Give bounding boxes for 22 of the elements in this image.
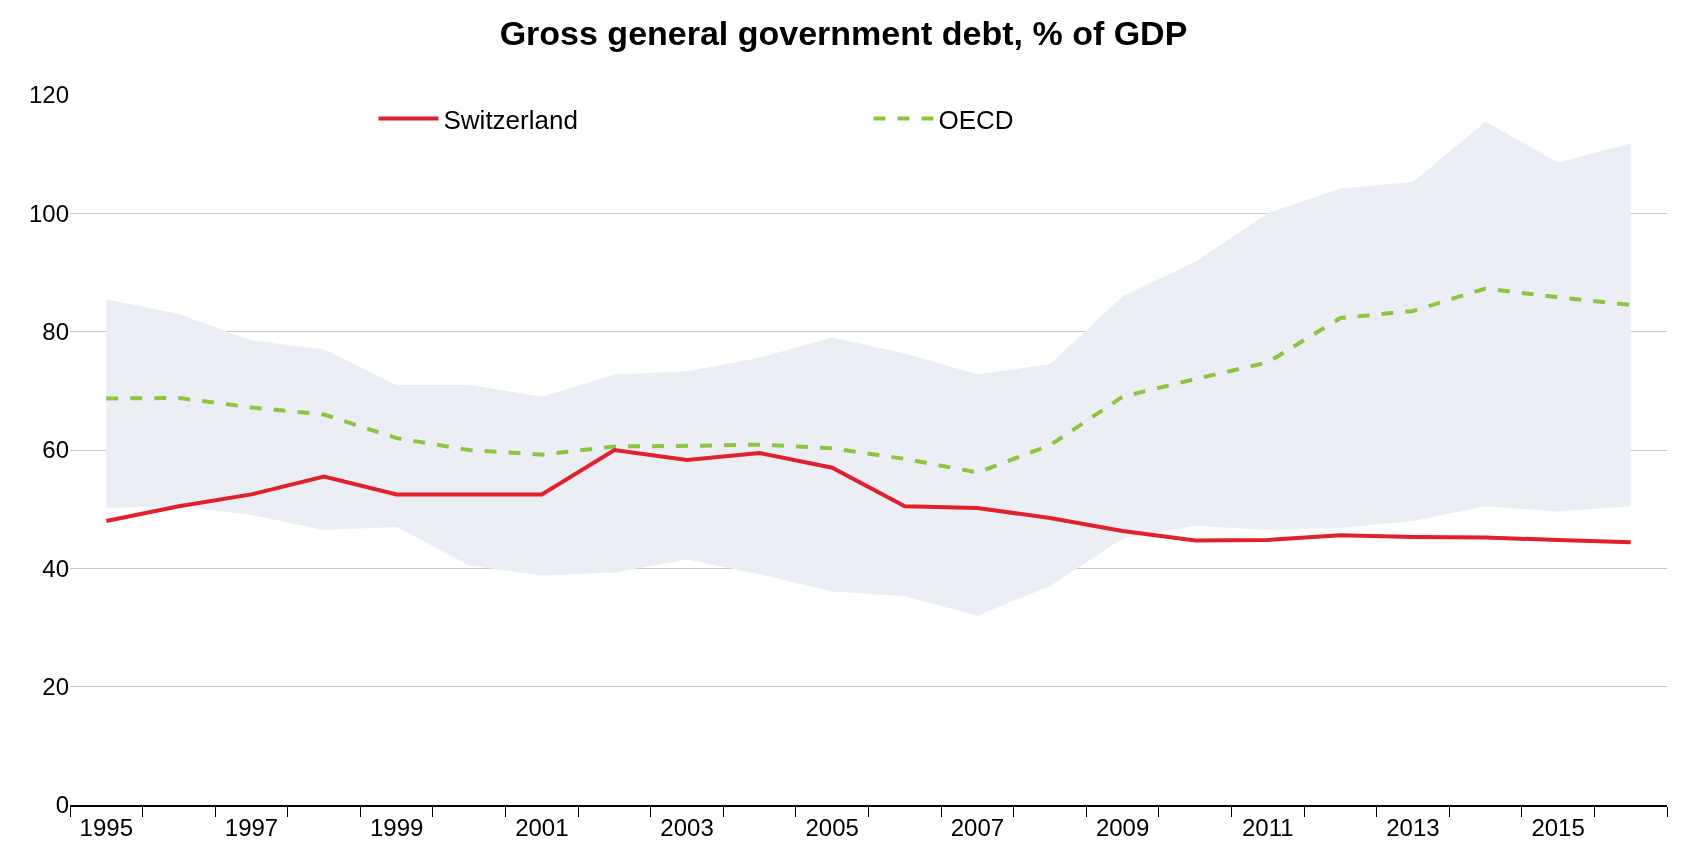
x-tick-label: 2005 <box>805 813 859 841</box>
x-tick-label: 2007 <box>950 813 1005 841</box>
x-tick-label: 2003 <box>660 813 714 841</box>
y-tick-label: 60 <box>42 436 69 464</box>
x-tick-label: 2013 <box>1386 813 1440 841</box>
x-tick-label: 2015 <box>1531 813 1585 841</box>
y-tick-label: 0 <box>55 791 69 819</box>
x-tick-label: 2011 <box>1241 813 1294 841</box>
x-tick-label: 2009 <box>1095 813 1150 841</box>
y-tick-label: 40 <box>42 554 69 582</box>
line-series <box>104 448 1633 545</box>
y-tick-label: 120 <box>28 81 69 109</box>
y-tick-label: 80 <box>42 318 69 346</box>
x-tick-label: 2001 <box>515 813 569 841</box>
x-tick-label: 1997 <box>224 813 279 841</box>
legend-label: OECD <box>938 104 1014 135</box>
chart-title: Gross general government debt, % of GDP <box>499 14 1188 53</box>
x-tick-label: 1995 <box>79 813 133 841</box>
legend-label: Switzerland <box>443 104 578 135</box>
y-tick-label: 20 <box>42 673 69 701</box>
y-tick-label: 100 <box>28 199 69 227</box>
x-tick-label: 1999 <box>369 813 424 841</box>
